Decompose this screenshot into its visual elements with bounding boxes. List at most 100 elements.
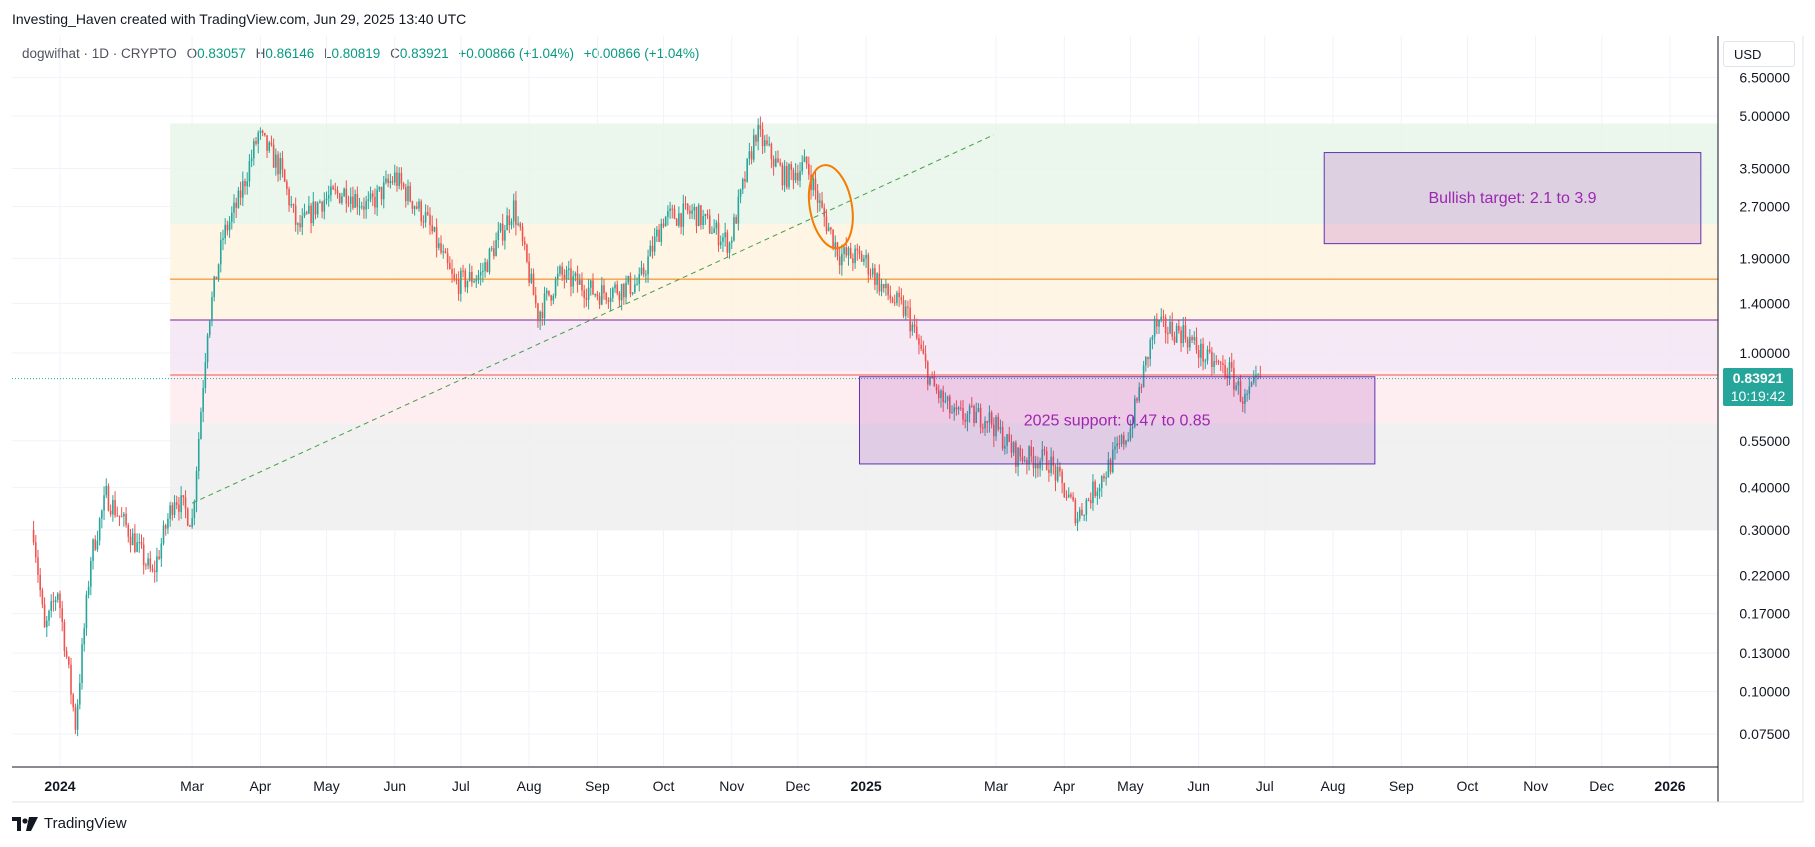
candle-body [45,620,48,628]
last-price-tag: 0.83921 10:19:42 [1723,368,1793,406]
candle-body [1248,386,1251,394]
candle-body [193,501,196,519]
candle-body [94,539,97,550]
candle-body [233,202,235,213]
candle-body [896,292,898,304]
candle-body [1252,377,1255,383]
y-tick-label: 0.10000 [1739,684,1790,700]
candle-body [299,223,301,228]
candle-body [418,201,420,209]
candle-body [1063,482,1066,498]
candle-body [493,248,495,257]
candle-body [1107,459,1110,478]
candle-body [195,471,198,502]
candle-body [438,243,440,248]
candle-body [149,558,152,569]
candle-body [319,201,321,203]
candle-body [147,558,149,566]
candle-body [272,144,275,168]
candle-body [1004,445,1006,449]
low-value: 0.80819 [331,46,381,61]
x-tick-label: Mar [984,778,1008,794]
candle-body [1045,451,1048,470]
candle-body [847,247,850,256]
candle-body [878,273,881,292]
y-tick-label: 0.17000 [1739,606,1790,622]
candle-body [1006,434,1008,446]
candle-body [1206,349,1209,361]
candle-body [1122,435,1125,445]
candle-body [750,151,753,160]
candle-body [142,544,145,566]
candle-body [446,253,449,264]
candle-body [711,232,713,234]
candle-body [1191,336,1193,341]
candle-body [314,201,317,215]
candle-body [266,135,268,151]
ohlc-legend: dogwifhat · 1D · CRYPTO O0.83057 H0.8614… [22,46,699,61]
candle-body [279,158,282,175]
candle-body [206,335,209,363]
candle-body [843,247,845,254]
open-value: 0.83057 [197,46,246,61]
candle-body [805,156,808,164]
x-tick-label: Jun [383,778,406,794]
candle-body [519,223,522,228]
candle-body [1061,471,1063,483]
candle-body [587,287,590,300]
candle-body [1008,434,1011,443]
candle-body [374,196,376,208]
tradingview-brand[interactable]: TradingView [12,815,127,832]
candle-body [1129,428,1132,440]
candle-body [534,295,537,304]
candle-body [81,644,83,684]
candle-body [951,412,953,414]
candle-body [744,179,746,182]
candle-body [261,130,264,133]
candle-body [570,268,572,287]
candle-body [530,273,533,283]
candle-body [706,214,709,216]
candle-body [308,205,310,214]
bullish-target-label: Bullish target: 2.1 to 3.9 [1428,190,1596,207]
candle-body [471,271,473,283]
candle-body [1089,500,1092,504]
candle-body [277,154,279,175]
candle-body [131,533,134,546]
candle-body [352,196,354,208]
candle-body [477,275,480,280]
y-tick-label: 2.70000 [1739,199,1790,215]
candle-body [1056,466,1059,481]
candle-body [204,362,207,389]
candle-body [444,251,447,254]
candle-body [1078,509,1081,519]
candle-body [561,266,563,275]
candle-body [1039,461,1041,469]
candle-body [827,227,830,232]
candle-body [365,200,367,210]
candle-body [72,694,75,708]
candle-body [984,420,986,429]
candle-body [255,141,257,144]
candle-body [301,216,304,228]
currency-selector[interactable]: USD [1723,41,1795,67]
candle-body [682,203,685,227]
candle-body [997,416,1000,430]
candle-body [1098,487,1101,492]
symbol-info[interactable]: dogwifhat · 1D · CRYPTO [22,46,177,61]
candle-body [1074,500,1077,524]
candle-body [169,505,171,519]
candle-body [54,599,57,602]
candle-body [1028,446,1030,465]
candle-body [953,407,955,413]
candle-body [748,151,751,159]
candle-body [814,178,817,191]
candle-body [671,208,674,210]
candle-body [695,206,698,227]
candle-body [490,248,493,250]
candle-body [1257,374,1259,376]
candle-body [237,190,240,208]
candle-body [918,338,920,345]
candle-body [900,297,903,301]
